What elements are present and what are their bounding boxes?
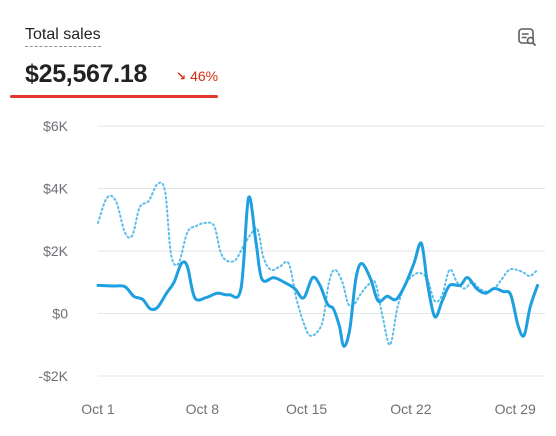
y-tick-label: $2K xyxy=(43,243,69,259)
x-tick-label: Oct 1 xyxy=(81,401,115,417)
change-percent: 46% xyxy=(190,68,219,84)
x-tick-label: Oct 29 xyxy=(495,401,536,417)
arrow-down-right-icon: ↘ xyxy=(176,69,187,83)
x-tick-label: Oct 15 xyxy=(286,401,327,417)
accent-underline xyxy=(10,95,218,98)
change-badge: ↘ 46% xyxy=(176,68,218,84)
y-tick-label: $4K xyxy=(43,181,69,197)
x-tick-label: Oct 8 xyxy=(186,401,220,417)
card-title[interactable]: Total sales xyxy=(25,26,101,47)
y-tick-label: $6K xyxy=(43,118,69,134)
total-sales-value: $25,567.18 xyxy=(25,60,148,88)
y-tick-label: -$2K xyxy=(38,368,68,384)
chart-search-button[interactable] xyxy=(514,24,540,50)
series-previous-period-line xyxy=(97,181,539,346)
series-current-period-line xyxy=(96,195,539,348)
y-tick-label: $0 xyxy=(52,306,68,322)
chart-search-icon xyxy=(518,28,536,46)
x-tick-label: Oct 22 xyxy=(390,401,431,417)
